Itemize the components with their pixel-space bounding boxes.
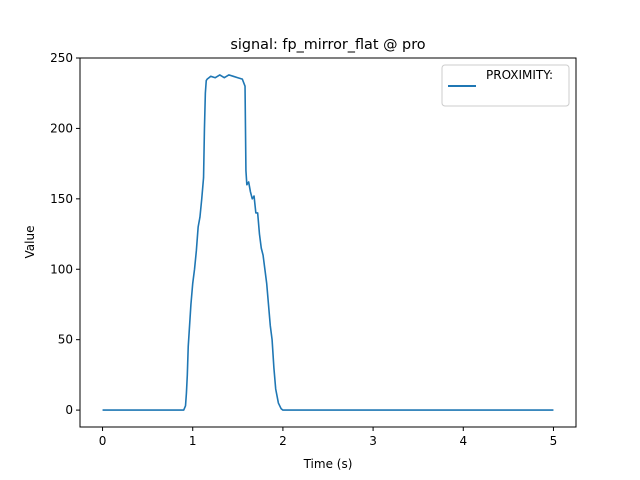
series-layer <box>102 74 554 411</box>
legend-box <box>441 64 570 107</box>
legend: PROXIMITY: <box>441 64 570 107</box>
y-axis-label: Value <box>23 226 37 259</box>
y-tick-label: 250 <box>50 51 73 65</box>
x-axis-ticks: 0 1 2 3 4 5 <box>99 427 558 448</box>
x-tick-label: 3 <box>369 434 377 448</box>
y-axis-ticks: 0 50 100 150 200 250 <box>50 51 80 417</box>
x-tick-label: 2 <box>279 434 287 448</box>
x-tick-label: 0 <box>99 434 107 448</box>
y-tick-label: 0 <box>65 403 73 417</box>
y-tick-label: 100 <box>50 262 73 276</box>
y-tick-label: 50 <box>58 333 73 347</box>
plot-frame <box>79 57 577 428</box>
x-tick-label: 1 <box>189 434 197 448</box>
x-tick-label: 5 <box>550 434 558 448</box>
y-tick-label: 200 <box>50 121 73 135</box>
x-tick-label: 4 <box>459 434 467 448</box>
chart-title: signal: fp_mirror_flat @ pro <box>230 37 425 53</box>
x-axis-label: Time (s) <box>303 457 353 471</box>
plot-area <box>80 58 576 427</box>
y-tick-label: 150 <box>50 192 73 206</box>
series-line-1 <box>102 74 554 411</box>
legend-entry-proximity: PROXIMITY: <box>486 68 553 82</box>
